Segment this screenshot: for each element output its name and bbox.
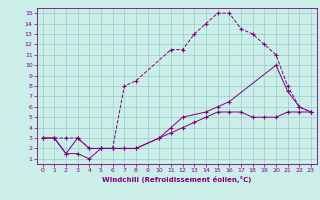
X-axis label: Windchill (Refroidissement éolien,°C): Windchill (Refroidissement éolien,°C): [102, 176, 252, 183]
